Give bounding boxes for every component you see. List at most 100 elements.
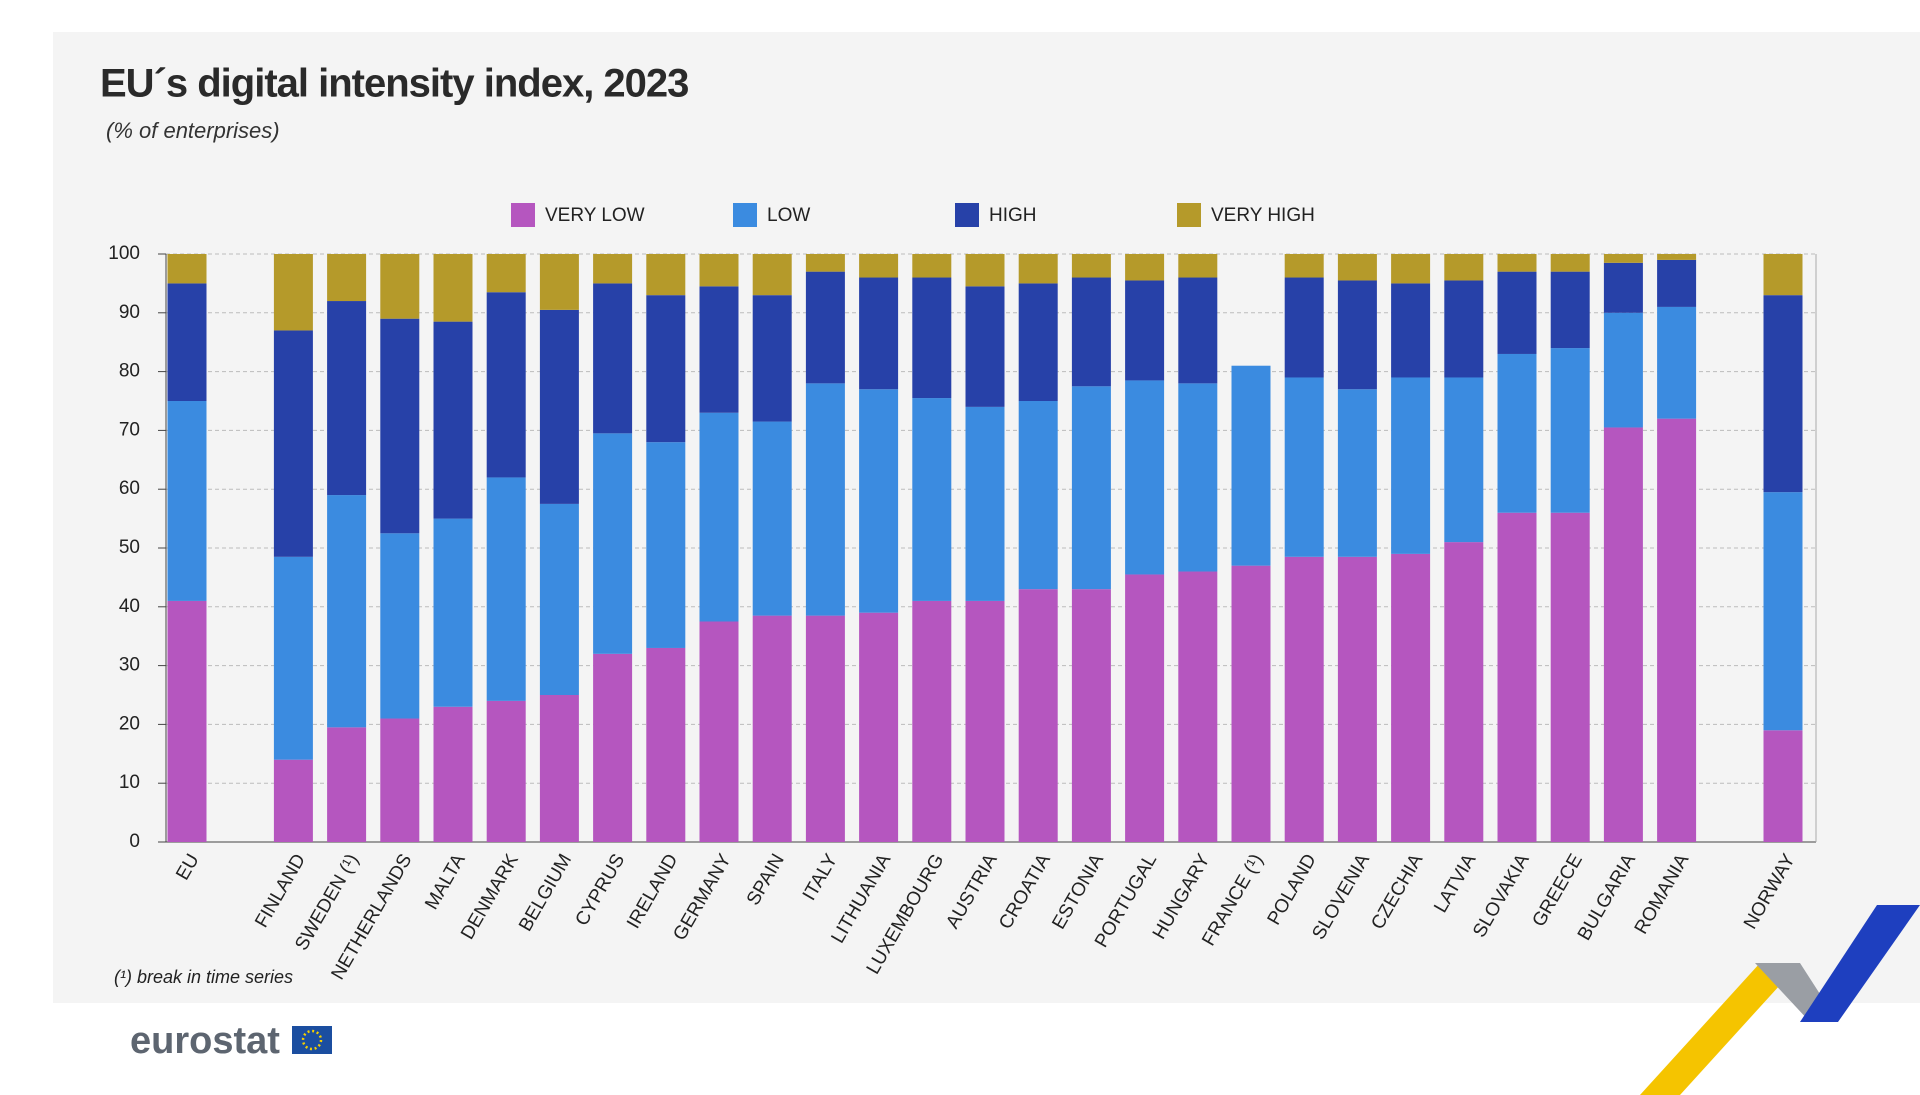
- y-tick-label: 100: [108, 243, 140, 264]
- bar-segment: [167, 254, 207, 284]
- bar-segment: [1018, 283, 1058, 401]
- legend-swatch: [1177, 203, 1201, 227]
- bar-segment: [1231, 365, 1271, 566]
- bar-segment: [1603, 254, 1643, 263]
- chart-subtitle: (% of enterprises): [106, 118, 280, 143]
- bar-segment: [1603, 427, 1643, 842]
- bar-segment: [1178, 383, 1218, 572]
- bar-segment: [593, 254, 633, 284]
- bar-segment: [1657, 418, 1697, 842]
- bar-segment: [1763, 730, 1803, 842]
- bar-segment: [486, 292, 526, 478]
- bar-segment: [646, 295, 686, 443]
- bar-segment: [1178, 254, 1218, 278]
- bar-segment: [699, 254, 739, 287]
- bar-segment: [1018, 401, 1058, 590]
- y-tick-label: 20: [119, 713, 140, 734]
- bar-segment: [699, 621, 739, 842]
- bar-segment: [1071, 277, 1111, 387]
- bar-segment: [1550, 512, 1590, 842]
- bar-segment: [1391, 283, 1431, 378]
- bar-segment: [646, 647, 686, 842]
- bar-segment: [912, 600, 952, 842]
- bar-segment: [433, 254, 473, 322]
- y-tick-label: 90: [119, 302, 140, 323]
- bar-segment: [539, 309, 579, 504]
- bar-segment: [752, 254, 792, 296]
- bar-segment: [167, 600, 207, 842]
- bar-segment: [539, 695, 579, 842]
- bar-segment: [965, 600, 1005, 842]
- bar-segment: [1444, 280, 1484, 378]
- bar-segment: [327, 301, 367, 496]
- decoration: [1640, 905, 1920, 1095]
- bar-segment: [433, 321, 473, 519]
- y-tick-label: 10: [119, 772, 140, 793]
- y-tick-label: 80: [119, 361, 140, 382]
- bar-segment: [539, 503, 579, 695]
- eu-flag: [292, 1026, 332, 1054]
- bar-segment: [1071, 254, 1111, 278]
- bar-segment: [1284, 377, 1324, 557]
- bar-segment: [273, 330, 313, 557]
- bar-segment: [912, 398, 952, 601]
- bar-segment: [327, 495, 367, 728]
- bar-segment: [273, 556, 313, 760]
- legend-swatch: [733, 203, 757, 227]
- bar-segment: [273, 759, 313, 842]
- bar-segment: [593, 433, 633, 654]
- bar-segment: [752, 421, 792, 616]
- y-tick-label: 50: [119, 537, 140, 558]
- bar-segment: [1497, 271, 1537, 354]
- legend-label: VERY LOW: [545, 205, 645, 226]
- bar-segment: [752, 295, 792, 422]
- bar-segment: [805, 254, 845, 272]
- legend-label: VERY HIGH: [1211, 205, 1315, 226]
- bar-segment: [433, 706, 473, 842]
- y-tick-label: 30: [119, 655, 140, 676]
- bar-segment: [1763, 295, 1803, 493]
- bar-segment: [1231, 565, 1271, 842]
- bar-segment: [752, 615, 792, 842]
- y-tick-label: 0: [129, 831, 140, 852]
- bar-segment: [1284, 556, 1324, 842]
- bar-segment: [1178, 571, 1218, 842]
- bar-segment: [859, 612, 899, 842]
- bar-segment: [965, 254, 1005, 287]
- bar-segment: [1125, 254, 1165, 281]
- legend-swatch: [511, 203, 535, 227]
- bar-segment: [1071, 589, 1111, 842]
- footnote: (¹) break in time series: [114, 967, 293, 987]
- bar-segment: [1603, 262, 1643, 313]
- bar-segment: [1125, 380, 1165, 575]
- bar-segment: [1497, 254, 1537, 272]
- bar-segment: [912, 254, 952, 278]
- bar-segment: [1763, 492, 1803, 731]
- bar-segment: [167, 283, 207, 401]
- bar-segment: [380, 254, 420, 319]
- bar-segment: [1657, 306, 1697, 419]
- bar-segment: [699, 412, 739, 622]
- bar-segment: [1444, 254, 1484, 281]
- bar-segment: [1657, 259, 1697, 307]
- bar-segment: [805, 271, 845, 384]
- bar-segment: [380, 533, 420, 719]
- bar-segment: [593, 653, 633, 842]
- bar-segment: [1125, 574, 1165, 842]
- bar-segment: [1497, 512, 1537, 842]
- bar-segment: [539, 254, 579, 310]
- bar-segment: [1550, 348, 1590, 513]
- bar-segment: [805, 615, 845, 842]
- bar-segment: [1444, 542, 1484, 842]
- bar-segment: [912, 277, 952, 399]
- bar-segment: [1018, 589, 1058, 842]
- bar-segment: [1125, 280, 1165, 381]
- bar-segment: [1763, 254, 1803, 296]
- bar-segment: [327, 254, 367, 302]
- bar-segment: [380, 718, 420, 842]
- bar-segment: [1337, 389, 1377, 557]
- bar-segment: [1337, 280, 1377, 390]
- bar-segment: [1284, 254, 1324, 278]
- bar-segment: [859, 254, 899, 278]
- bar-segment: [1337, 556, 1377, 842]
